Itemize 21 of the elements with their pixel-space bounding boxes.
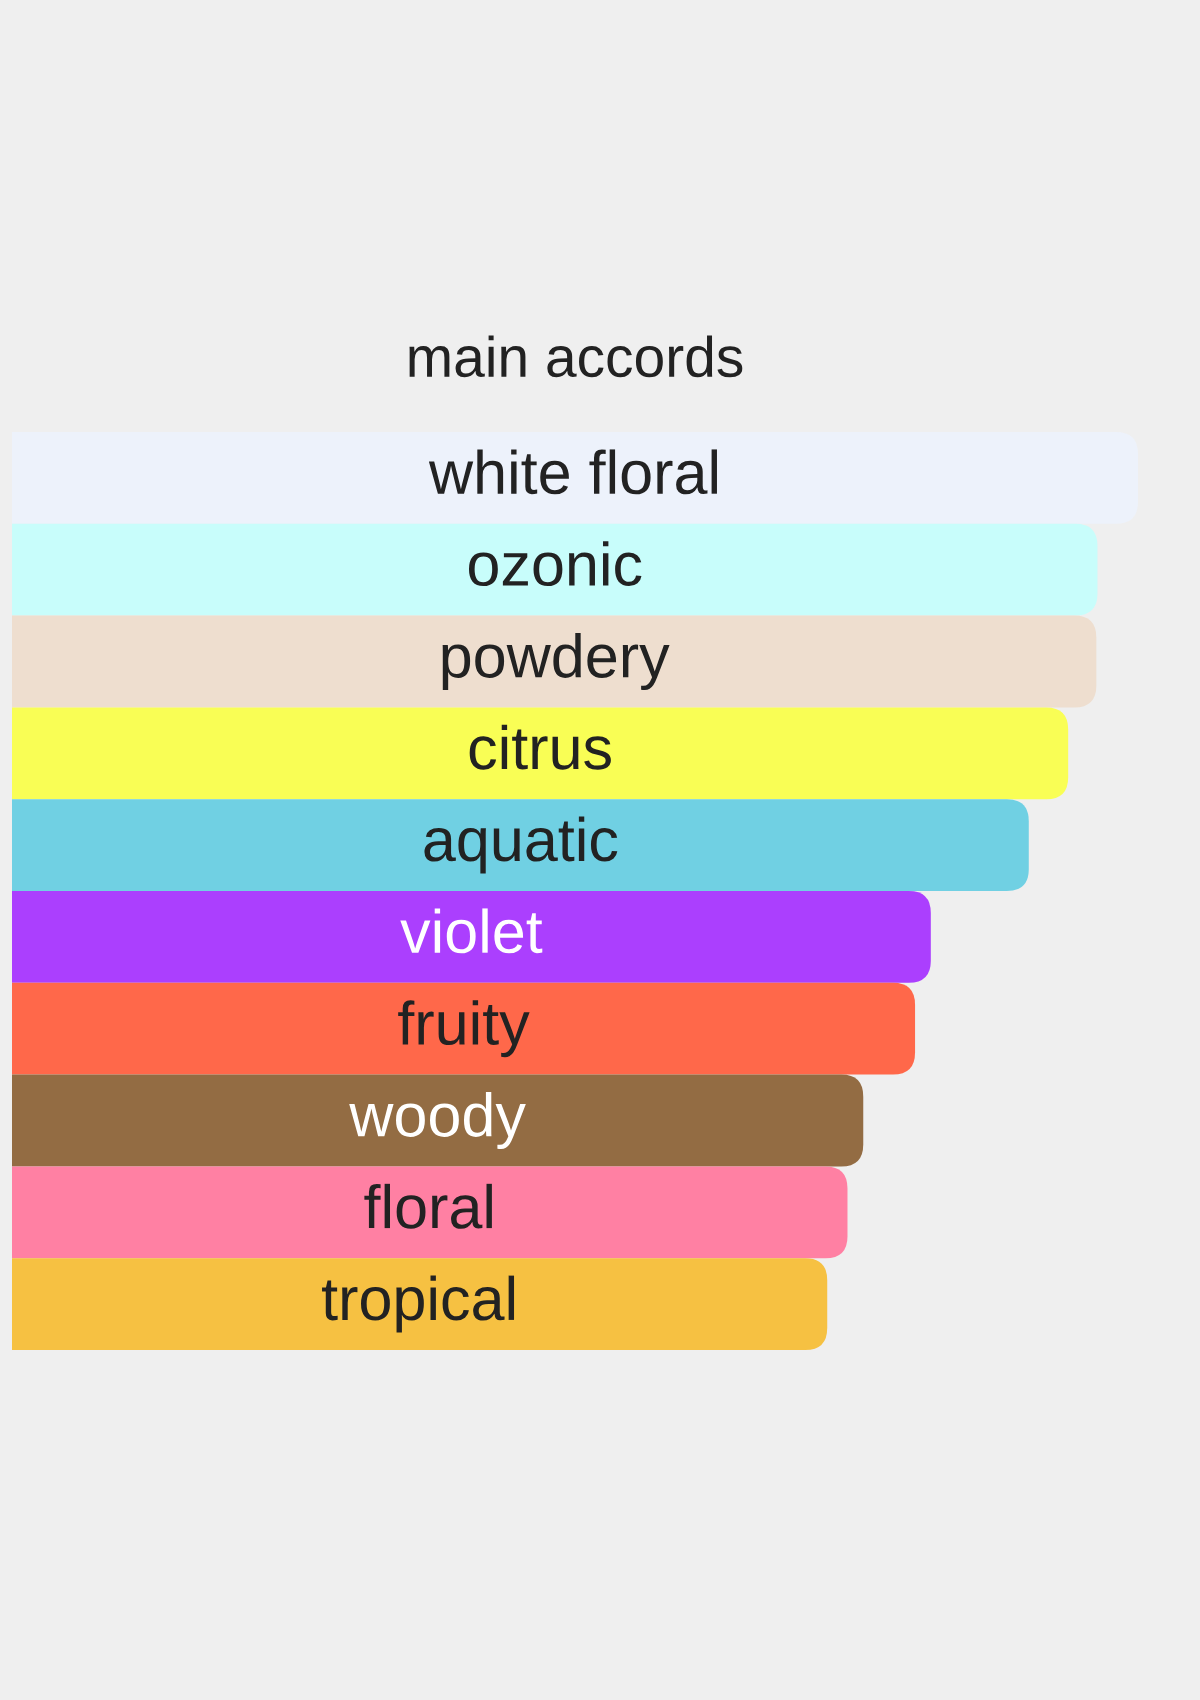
chart-title: main accords — [409, 335, 743, 378]
bar — [12, 615, 1097, 708]
bar — [12, 891, 931, 983]
y-tick-label: aquatic — [424, 816, 618, 874]
y-tick-label: floral — [364, 1183, 492, 1229]
y-tick-label: ozonic — [468, 541, 642, 587]
bar — [12, 1166, 848, 1259]
y-tick-label: white floral — [428, 449, 717, 495]
y-tick-label: woody — [349, 1092, 526, 1149]
bar — [12, 432, 1138, 524]
y-tick-label: violet — [400, 908, 543, 954]
bar — [12, 1074, 864, 1167]
bar — [12, 707, 1069, 800]
y-tick-label: citrus — [469, 724, 611, 770]
y-tick-label: powdery — [442, 633, 670, 690]
bar — [12, 1258, 828, 1350]
bar — [12, 982, 916, 1075]
bar — [12, 523, 1098, 616]
bar — [12, 799, 1029, 891]
y-tick-label: fruity — [398, 1000, 530, 1058]
y-tick-label: tropical — [322, 1275, 515, 1333]
